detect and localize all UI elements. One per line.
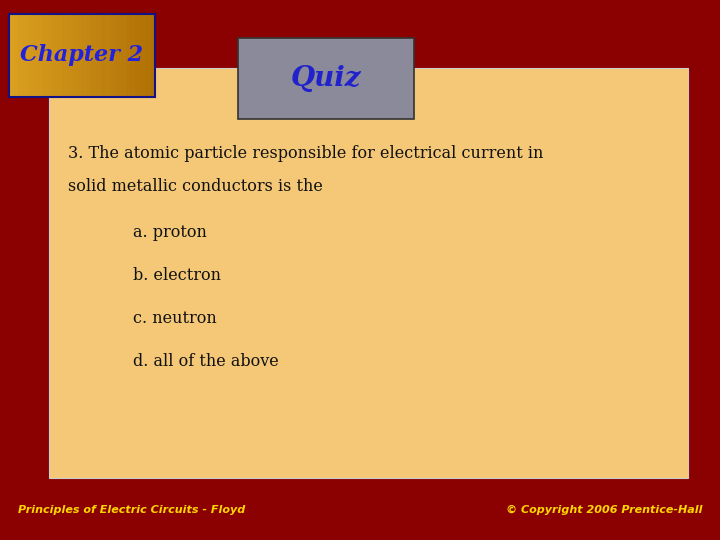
FancyBboxPatch shape	[125, 14, 130, 97]
Text: © Copyright 2006 Prentice-Hall: © Copyright 2006 Prentice-Hall	[505, 505, 702, 515]
FancyBboxPatch shape	[58, 14, 62, 97]
FancyBboxPatch shape	[33, 14, 38, 97]
FancyBboxPatch shape	[145, 14, 150, 97]
FancyBboxPatch shape	[238, 38, 414, 119]
FancyBboxPatch shape	[19, 14, 23, 97]
Text: a. proton: a. proton	[133, 224, 207, 241]
FancyBboxPatch shape	[77, 14, 82, 97]
Text: b. electron: b. electron	[133, 267, 221, 284]
FancyBboxPatch shape	[111, 14, 116, 97]
FancyBboxPatch shape	[116, 14, 121, 97]
FancyBboxPatch shape	[121, 14, 125, 97]
FancyBboxPatch shape	[28, 14, 33, 97]
FancyBboxPatch shape	[38, 14, 42, 97]
FancyBboxPatch shape	[14, 14, 19, 97]
FancyBboxPatch shape	[49, 68, 688, 478]
FancyBboxPatch shape	[23, 14, 28, 97]
FancyBboxPatch shape	[140, 14, 145, 97]
FancyBboxPatch shape	[102, 14, 106, 97]
FancyBboxPatch shape	[62, 14, 67, 97]
FancyBboxPatch shape	[48, 14, 53, 97]
FancyBboxPatch shape	[135, 14, 140, 97]
FancyBboxPatch shape	[82, 14, 86, 97]
Text: Quiz: Quiz	[291, 65, 361, 92]
Text: 3. The atomic particle responsible for electrical current in: 3. The atomic particle responsible for e…	[68, 145, 544, 163]
Text: Principles of Electric Circuits - Floyd: Principles of Electric Circuits - Floyd	[18, 505, 246, 515]
FancyBboxPatch shape	[42, 14, 48, 97]
FancyBboxPatch shape	[150, 14, 155, 97]
Text: d. all of the above: d. all of the above	[133, 353, 279, 370]
FancyBboxPatch shape	[67, 14, 72, 97]
Text: Chapter 2: Chapter 2	[20, 44, 143, 66]
FancyBboxPatch shape	[106, 14, 111, 97]
FancyBboxPatch shape	[130, 14, 135, 97]
FancyBboxPatch shape	[91, 14, 96, 97]
FancyBboxPatch shape	[72, 14, 77, 97]
Text: c. neutron: c. neutron	[133, 310, 217, 327]
Text: solid metallic conductors is the: solid metallic conductors is the	[68, 178, 323, 195]
FancyBboxPatch shape	[53, 14, 58, 97]
FancyBboxPatch shape	[96, 14, 102, 97]
FancyBboxPatch shape	[86, 14, 91, 97]
FancyBboxPatch shape	[9, 14, 14, 97]
